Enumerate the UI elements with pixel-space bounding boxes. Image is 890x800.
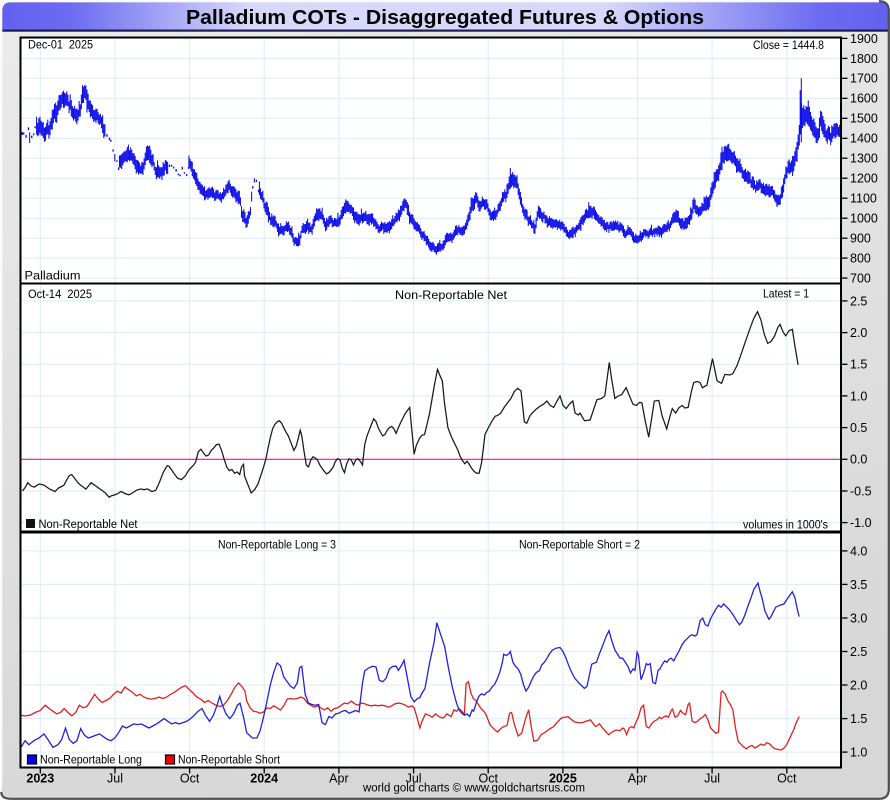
svg-text:Latest = 1: Latest = 1 — [763, 287, 809, 301]
svg-text:Oct: Oct — [777, 772, 797, 786]
svg-text:1500: 1500 — [850, 112, 878, 126]
svg-text:2.0: 2.0 — [850, 678, 867, 692]
svg-text:4.0: 4.0 — [850, 544, 867, 558]
svg-text:2023: 2023 — [26, 772, 54, 786]
svg-text:Apr: Apr — [329, 772, 348, 786]
svg-text:3.0: 3.0 — [850, 611, 867, 625]
svg-text:Non-Reportable Net: Non-Reportable Net — [39, 517, 139, 531]
svg-text:Close = 1444.8: Close = 1444.8 — [753, 38, 824, 52]
svg-text:900: 900 — [850, 232, 871, 246]
svg-text:1.5: 1.5 — [850, 712, 867, 726]
svg-text:2.0: 2.0 — [850, 326, 867, 340]
svg-text:1900: 1900 — [850, 32, 878, 46]
svg-text:1.5: 1.5 — [850, 358, 867, 372]
svg-text:volumes in 1000's: volumes in 1000's — [743, 518, 828, 532]
svg-text:0.0: 0.0 — [850, 453, 867, 467]
svg-text:Non-Reportable Net: Non-Reportable Net — [395, 288, 508, 302]
svg-text:2.5: 2.5 — [850, 294, 867, 308]
svg-text:Palladium COTs - Disaggregated: Palladium COTs - Disaggregated Futures &… — [186, 7, 704, 29]
svg-text:Non-Reportable Short = 2: Non-Reportable Short = 2 — [519, 538, 640, 552]
svg-text:Non-Reportable Long: Non-Reportable Long — [40, 753, 142, 767]
svg-text:world gold charts © www.goldch: world gold charts © www.goldchartsrus.co… — [362, 781, 585, 795]
svg-text:2.5: 2.5 — [850, 645, 867, 659]
svg-text:Jul: Jul — [704, 772, 720, 786]
svg-text:2024: 2024 — [250, 772, 278, 786]
svg-text:1700: 1700 — [850, 72, 878, 86]
svg-text:1800: 1800 — [850, 52, 878, 66]
svg-text:Oct-14 2025: Oct-14 2025 — [28, 287, 92, 301]
svg-text:-0.5: -0.5 — [850, 484, 872, 498]
svg-text:800: 800 — [850, 252, 871, 266]
svg-text:1300: 1300 — [850, 152, 878, 166]
svg-text:700: 700 — [850, 272, 871, 286]
svg-text:Jul: Jul — [406, 772, 422, 786]
svg-text:Non-Reportable Short: Non-Reportable Short — [178, 753, 280, 767]
svg-text:1200: 1200 — [850, 172, 878, 186]
svg-text:1.0: 1.0 — [850, 746, 867, 760]
svg-text:-1.0: -1.0 — [850, 516, 872, 530]
svg-text:3.5: 3.5 — [850, 578, 867, 592]
svg-text:Non-Reportable Long = 3: Non-Reportable Long = 3 — [218, 538, 336, 552]
svg-text:1400: 1400 — [850, 132, 878, 146]
svg-text:1100: 1100 — [850, 192, 877, 206]
svg-text:Dec-01 2025: Dec-01 2025 — [28, 38, 93, 52]
svg-text:Palladium: Palladium — [25, 269, 81, 283]
svg-text:0.5: 0.5 — [850, 421, 867, 435]
svg-text:1000: 1000 — [850, 212, 878, 226]
svg-text:Oct: Oct — [478, 772, 498, 786]
svg-text:Oct: Oct — [180, 772, 200, 786]
svg-text:2025: 2025 — [549, 772, 577, 786]
svg-text:1600: 1600 — [850, 92, 878, 106]
svg-text:Jul: Jul — [107, 772, 123, 786]
svg-text:1.0: 1.0 — [850, 389, 867, 403]
svg-text:Apr: Apr — [628, 772, 647, 786]
